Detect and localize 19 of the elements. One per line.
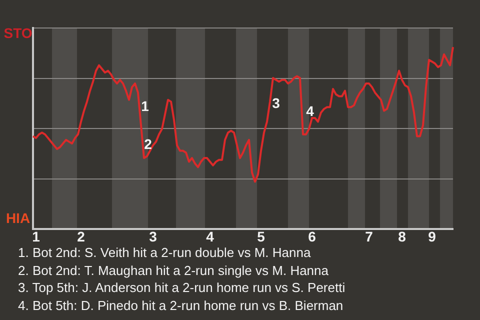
text: 1. Bot 2nd: S. Veith hit a 2-run double vs M. Hanna	[18, 244, 312, 262]
annotation: 3	[272, 94, 280, 111]
x-tick-label: 4	[206, 228, 214, 244]
x-tick-label: 8	[398, 228, 406, 244]
annotation: 4	[306, 102, 314, 119]
text: 3. Top 5th: J. Anderson hit a 2-run home run vs S. Peretti	[18, 279, 346, 296]
annotation: 2	[144, 136, 152, 152]
text: STO	[4, 24, 32, 41]
x-tick-label: 7	[365, 228, 374, 244]
text: 2. Bot 2nd: T. Maughan hit a 2-run single vs M. Hanna	[18, 262, 330, 279]
x-tick-label: 1	[32, 228, 40, 244]
x-tick-label: 9	[428, 228, 436, 244]
text: HIA	[6, 210, 30, 226]
x-tick-label: 3	[149, 228, 158, 244]
x-tick-label: 5	[257, 228, 266, 244]
x-tick-label: 2	[77, 228, 86, 244]
x-tick-label: 6	[308, 228, 316, 244]
text: 4. Bot 5th: D. Pinedo hit a 2-run home run vs B. Bierman	[18, 296, 344, 314]
annotation: 1	[141, 98, 150, 114]
